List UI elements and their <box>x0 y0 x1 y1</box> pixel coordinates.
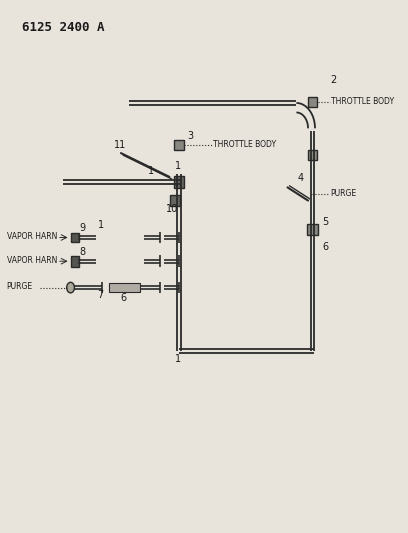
Text: 4: 4 <box>297 173 303 182</box>
Text: 1: 1 <box>148 166 154 176</box>
Text: 6: 6 <box>120 293 126 303</box>
Text: 8: 8 <box>80 247 86 257</box>
Bar <box>307 224 318 236</box>
Text: 2: 2 <box>330 76 336 85</box>
Text: PURGE: PURGE <box>330 189 357 198</box>
Bar <box>174 140 184 150</box>
Text: 5: 5 <box>322 217 328 228</box>
Text: 10: 10 <box>166 204 178 214</box>
Bar <box>308 96 317 107</box>
Bar <box>174 176 184 189</box>
Text: THROTTLE BODY: THROTTLE BODY <box>213 140 276 149</box>
Text: 7: 7 <box>97 290 103 300</box>
Text: 1: 1 <box>98 220 104 230</box>
Text: 6125 2400 A: 6125 2400 A <box>22 21 104 34</box>
Text: PURGE: PURGE <box>7 282 33 291</box>
Text: THROTTLE BODY: THROTTLE BODY <box>331 96 395 106</box>
Text: 6: 6 <box>322 241 328 252</box>
Text: 1: 1 <box>175 161 181 171</box>
Text: 11: 11 <box>114 140 126 150</box>
Bar <box>308 150 317 160</box>
Text: VAPOR HARN: VAPOR HARN <box>7 256 57 265</box>
Bar <box>71 256 79 266</box>
Circle shape <box>67 282 74 293</box>
Text: 1: 1 <box>175 354 181 365</box>
Text: 3: 3 <box>188 131 194 141</box>
Text: VAPOR HARN: VAPOR HARN <box>7 232 57 241</box>
Bar <box>109 283 140 292</box>
Text: 9: 9 <box>80 223 86 233</box>
Bar <box>170 195 180 206</box>
Bar <box>71 233 79 242</box>
